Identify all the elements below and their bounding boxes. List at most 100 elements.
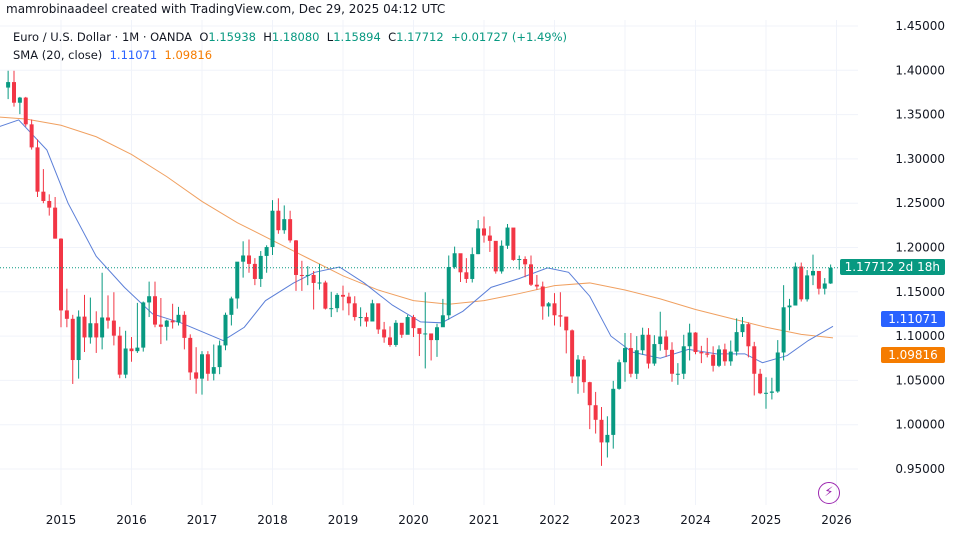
low-value: 1.15894 — [333, 30, 381, 44]
candle-body — [329, 308, 334, 310]
candle-body — [775, 352, 780, 392]
open-value: 1.15938 — [208, 30, 256, 44]
candle-body — [223, 314, 228, 346]
candle-body — [305, 274, 310, 276]
candle-body — [94, 323, 99, 338]
candle-body — [370, 303, 375, 322]
candle-body — [64, 310, 69, 319]
candle-body — [323, 282, 328, 309]
candle-body — [35, 147, 40, 192]
sma-value: 1.11071 — [109, 48, 158, 62]
indicator-label[interactable]: SMA (20, close) — [13, 48, 103, 62]
candle-body — [693, 332, 698, 353]
candle-body — [464, 272, 469, 279]
candle-body — [376, 303, 381, 330]
candle-body — [570, 330, 575, 377]
candle-body — [106, 317, 110, 321]
candle-body — [664, 336, 669, 350]
candle-body — [153, 296, 157, 325]
x-tick-label: 2026 — [821, 513, 852, 527]
candle-body — [805, 275, 810, 300]
candle-body — [276, 210, 281, 231]
candle-body — [264, 247, 269, 256]
lightning-icon[interactable]: ⚡ — [818, 482, 840, 504]
candle-body — [200, 354, 204, 379]
candle-body — [458, 253, 463, 273]
candle-body — [382, 329, 387, 338]
candle-body — [482, 228, 486, 236]
candle-body — [317, 282, 322, 284]
candle-body — [117, 335, 122, 375]
candle-body — [728, 351, 733, 362]
candle-body — [593, 405, 598, 420]
candle-body — [746, 324, 751, 347]
candle-body — [423, 333, 428, 335]
candle-body — [182, 314, 187, 338]
chart-legend: Euro / U.S. Dollar · 1M · OANDA O1.15938… — [13, 28, 567, 64]
candle-body — [687, 332, 692, 347]
candle-body — [699, 352, 704, 354]
candle-body — [640, 334, 645, 351]
candle-body — [247, 255, 251, 264]
candle-body — [176, 314, 181, 323]
candle-body — [628, 348, 633, 374]
candle-body — [76, 316, 81, 361]
candle-body — [793, 266, 798, 306]
close-value: 1.17712 — [396, 30, 444, 44]
y-tick-label: 1.45000 — [895, 19, 945, 33]
candle-body — [646, 334, 651, 364]
y-tick-label: 1.30000 — [895, 152, 945, 166]
candle-body — [511, 227, 516, 260]
candle-body — [17, 97, 22, 103]
candle-body — [446, 266, 451, 316]
y-tick-label: 1.05000 — [895, 373, 945, 387]
candle-body — [705, 353, 710, 355]
candle-body — [241, 255, 246, 262]
candle-body — [781, 307, 786, 353]
sma-price-tag: 1.11071 — [881, 311, 945, 327]
candle-body — [311, 274, 316, 283]
candle-body — [499, 245, 504, 272]
candle-body — [205, 354, 210, 374]
candle-body — [358, 317, 363, 319]
candle-body — [787, 305, 792, 308]
candle-body — [388, 337, 392, 345]
candle-body — [740, 324, 745, 333]
y-tick-label: 0.95000 — [895, 462, 945, 476]
candle-body — [605, 434, 610, 443]
candle-body — [587, 382, 592, 406]
candle-body — [29, 124, 34, 148]
x-tick-label: 2021 — [469, 513, 500, 527]
candle-body — [581, 359, 586, 383]
candle-body — [552, 303, 557, 316]
bar-countdown: 2d 18h — [898, 260, 940, 274]
candle-body — [816, 270, 821, 289]
candle-body — [722, 349, 727, 362]
candle-body — [158, 324, 163, 327]
sma-smoothing-price-tag: 1.09816 — [881, 347, 945, 363]
candle-body — [294, 240, 298, 275]
candle-body — [558, 315, 563, 317]
x-tick-label: 2023 — [610, 513, 641, 527]
candle-body — [47, 200, 52, 208]
candle-body — [164, 320, 169, 327]
candle-body — [229, 298, 234, 315]
candle-body — [517, 259, 522, 261]
sma-line — [0, 119, 834, 364]
candle-body — [611, 388, 616, 435]
x-tick-label: 2022 — [539, 513, 570, 527]
candle-body — [41, 191, 46, 201]
candle-body — [617, 362, 622, 389]
candle-body — [670, 349, 674, 374]
candle-body — [12, 82, 16, 103]
candle-body — [270, 210, 275, 248]
candle-body — [399, 322, 404, 335]
candle-body — [53, 207, 58, 239]
symbol-label[interactable]: Euro / U.S. Dollar · 1M · OANDA — [13, 30, 193, 44]
candle-body — [534, 284, 539, 287]
candle-body — [470, 254, 475, 279]
candle-body — [540, 286, 545, 307]
y-tick-label: 1.10000 — [895, 329, 945, 343]
credit-text: mamrobinaadeel created with TradingView.… — [6, 2, 446, 16]
